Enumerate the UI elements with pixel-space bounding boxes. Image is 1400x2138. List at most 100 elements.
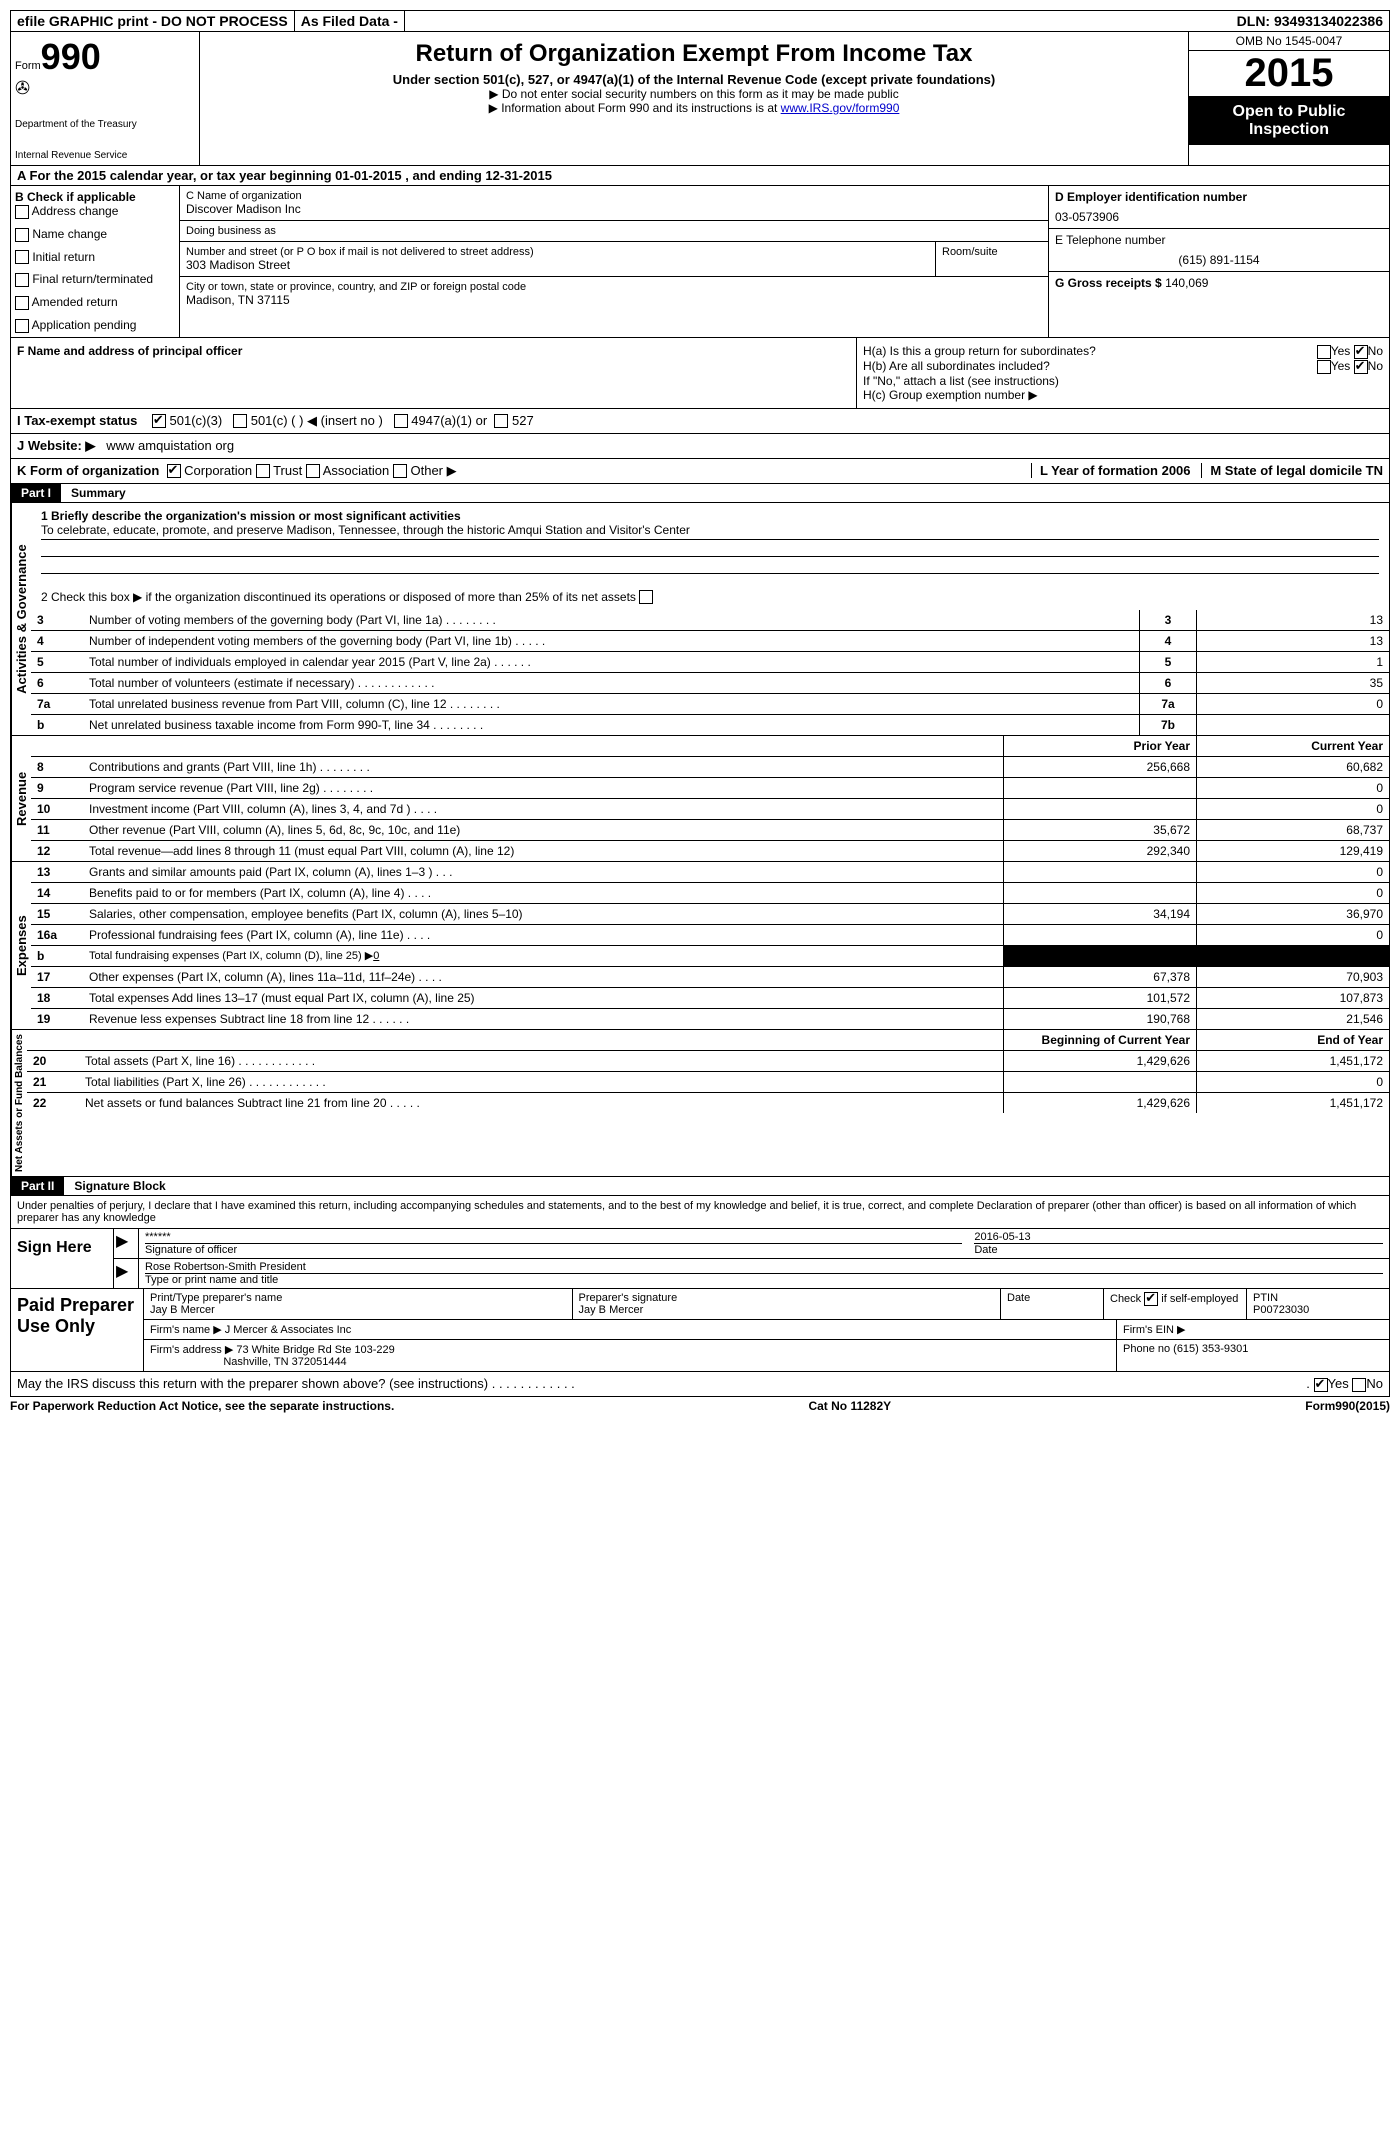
opt-assoc: Association: [323, 463, 389, 478]
col-c-org-info: C Name of organization Discover Madison …: [180, 186, 1048, 337]
chk-501c3[interactable]: [152, 414, 166, 428]
omb-number: OMB No 1545-0047: [1189, 32, 1389, 51]
perjury-declaration: Under penalties of perjury, I declare th…: [10, 1196, 1390, 1229]
b-label: B Check if applicable: [15, 190, 175, 204]
org-name: Discover Madison Inc: [186, 202, 1042, 216]
col-b-checkboxes: B Check if applicable Address change Nam…: [11, 186, 180, 337]
chk-irs-no[interactable]: [1352, 1378, 1366, 1392]
chk-amended[interactable]: [15, 296, 29, 310]
ha-yes: Yes: [1331, 344, 1351, 358]
org-name-cell: C Name of organization Discover Madison …: [180, 186, 1048, 221]
ein-value: 03-0573906: [1055, 210, 1383, 224]
form-header: Form990 ✇ Department of the Treasury Int…: [10, 32, 1390, 166]
arrow-icon-2: ▶: [114, 1259, 139, 1288]
city-label: City or town, state or province, country…: [186, 281, 1042, 293]
officer-type-label: Type or print name and title: [145, 1273, 1383, 1286]
chk-self-employed-label: Check if self-employed: [1110, 1293, 1238, 1305]
section-activities-governance: Activities & Governance 1 Briefly descri…: [10, 503, 1390, 737]
i-label: I Tax-exempt status: [17, 413, 137, 428]
chk-corp[interactable]: [167, 464, 181, 478]
firm-phone: Phone no (615) 353-9301: [1117, 1340, 1389, 1371]
opt-527: 527: [512, 413, 534, 428]
c-name-label: C Name of organization: [186, 190, 1042, 202]
ein-cell: D Employer identification number 03-0573…: [1049, 186, 1389, 229]
note-ssn: ▶ Do not enter social security numbers o…: [210, 87, 1178, 101]
phone-label: E Telephone number: [1055, 233, 1383, 247]
exp-row: 15Salaries, other compensation, employee…: [31, 904, 1389, 925]
opt-501c: 501(c) ( ) ◀ (insert no ): [251, 413, 383, 428]
prep-date-label: Date: [1001, 1289, 1104, 1319]
ag-row: 4Number of independent voting members of…: [31, 631, 1389, 652]
ag-row: 5Total number of individuals employed in…: [31, 652, 1389, 673]
signature-mask: ******: [145, 1231, 962, 1243]
ag-row: 7aTotal unrelated business revenue from …: [31, 694, 1389, 715]
chk-name-change[interactable]: [15, 228, 29, 242]
firm-addr1: 73 White Bridge Rd Ste 103-229: [236, 1344, 394, 1356]
opt-corp: Corporation: [184, 463, 252, 478]
rev-row: 12Total revenue—add lines 8 through 11 (…: [31, 841, 1389, 861]
paid-preparer-section: Paid Preparer Use Only Print/Type prepar…: [11, 1288, 1389, 1371]
net-row: 22Net assets or fund balances Subtract l…: [27, 1093, 1389, 1113]
sign-here-row: Sign Here ▶ ****** Signature of officer …: [11, 1229, 1389, 1288]
j-label: J Website: ▶: [17, 438, 95, 453]
chk-irs-yes[interactable]: [1314, 1378, 1328, 1392]
irs-link[interactable]: www.IRS.gov/form990: [781, 101, 900, 115]
chk-address-change[interactable]: [15, 205, 29, 219]
chk-initial[interactable]: [15, 250, 29, 264]
opt-address-change: Address change: [32, 204, 119, 218]
firm-name-label: Firm's name ▶: [150, 1324, 222, 1336]
q2-text: 2 Check this box ▶ if the organization d…: [41, 590, 636, 604]
chk-self-employed[interactable]: [1144, 1292, 1158, 1306]
q1-label: 1 Briefly describe the organization's mi…: [41, 509, 1379, 523]
h-a: H(a) Is this a group return for subordin…: [863, 344, 1096, 359]
exp-row: 14Benefits paid to or for members (Part …: [31, 883, 1389, 904]
exp-rows: 13Grants and similar amounts paid (Part …: [31, 862, 1389, 1029]
chk-assoc[interactable]: [306, 464, 320, 478]
form-label: Form: [15, 60, 41, 72]
chk-527[interactable]: [494, 414, 508, 428]
part2-header: Part II Signature Block: [10, 1177, 1390, 1196]
chk-4947[interactable]: [394, 414, 408, 428]
rev-row: 10Investment income (Part VIII, column (…: [31, 799, 1389, 820]
header-right: OMB No 1545-0047 2015 Open to Public Ins…: [1188, 32, 1389, 165]
ptin-label: PTIN: [1253, 1292, 1383, 1304]
chk-hb-yes[interactable]: [1317, 360, 1331, 374]
opt-name-change: Name change: [32, 227, 107, 241]
as-filed: As Filed Data -: [295, 11, 405, 31]
chk-hb-no[interactable]: [1354, 360, 1368, 374]
form-subtitle: Under section 501(c), 527, or 4947(a)(1)…: [210, 72, 1178, 87]
dln-label: DLN:: [1237, 13, 1270, 29]
chk-other[interactable]: [393, 464, 407, 478]
exp-row: 18Total expenses Add lines 13–17 (must e…: [31, 988, 1389, 1009]
a-pre: A For the 2015 calendar year, or tax yea…: [17, 168, 335, 183]
exp-row: 17Other expenses (Part IX, column (A), l…: [31, 967, 1389, 988]
firm-addr-label: Firm's address ▶: [150, 1344, 233, 1356]
f-officer: F Name and address of principal officer: [11, 338, 857, 408]
chk-pending[interactable]: [15, 319, 29, 333]
opt-501c3: 501(c)(3): [170, 413, 223, 428]
ha-no: No: [1368, 344, 1383, 358]
header-title-block: Return of Organization Exempt From Incom…: [200, 32, 1188, 165]
footer-left: For Paperwork Reduction Act Notice, see …: [10, 1399, 394, 1413]
dba-cell: Doing business as: [180, 221, 1048, 242]
exp-row: 13Grants and similar amounts paid (Part …: [31, 862, 1389, 883]
chk-501c[interactable]: [233, 414, 247, 428]
firm-ein-label: Firm's EIN ▶: [1117, 1320, 1389, 1339]
chk-ha-yes[interactable]: [1317, 345, 1331, 359]
chk-final[interactable]: [15, 273, 29, 287]
h-note: If "No," attach a list (see instructions…: [863, 374, 1383, 388]
vlabel-exp: Expenses: [11, 862, 31, 1029]
mission-blank-2: [41, 557, 1379, 574]
col-prior: Prior Year: [1003, 736, 1196, 756]
note-info: ▶ Information about Form 990 and its ins…: [210, 101, 1178, 115]
dln-value: 93493134022386: [1274, 13, 1383, 29]
f-label: F Name and address of principal officer: [17, 344, 242, 358]
entity-block: B Check if applicable Address change Nam…: [10, 186, 1390, 338]
chk-trust[interactable]: [256, 464, 270, 478]
gross-value: 140,069: [1165, 276, 1208, 290]
top-bar: efile GRAPHIC print - DO NOT PROCESS As …: [10, 10, 1390, 32]
vlabel-ag: Activities & Governance: [11, 503, 31, 736]
chk-discontinued[interactable]: [639, 590, 653, 604]
part1-label: Part I: [11, 484, 61, 502]
irs-discuss-q: May the IRS discuss this return with the…: [17, 1376, 575, 1392]
